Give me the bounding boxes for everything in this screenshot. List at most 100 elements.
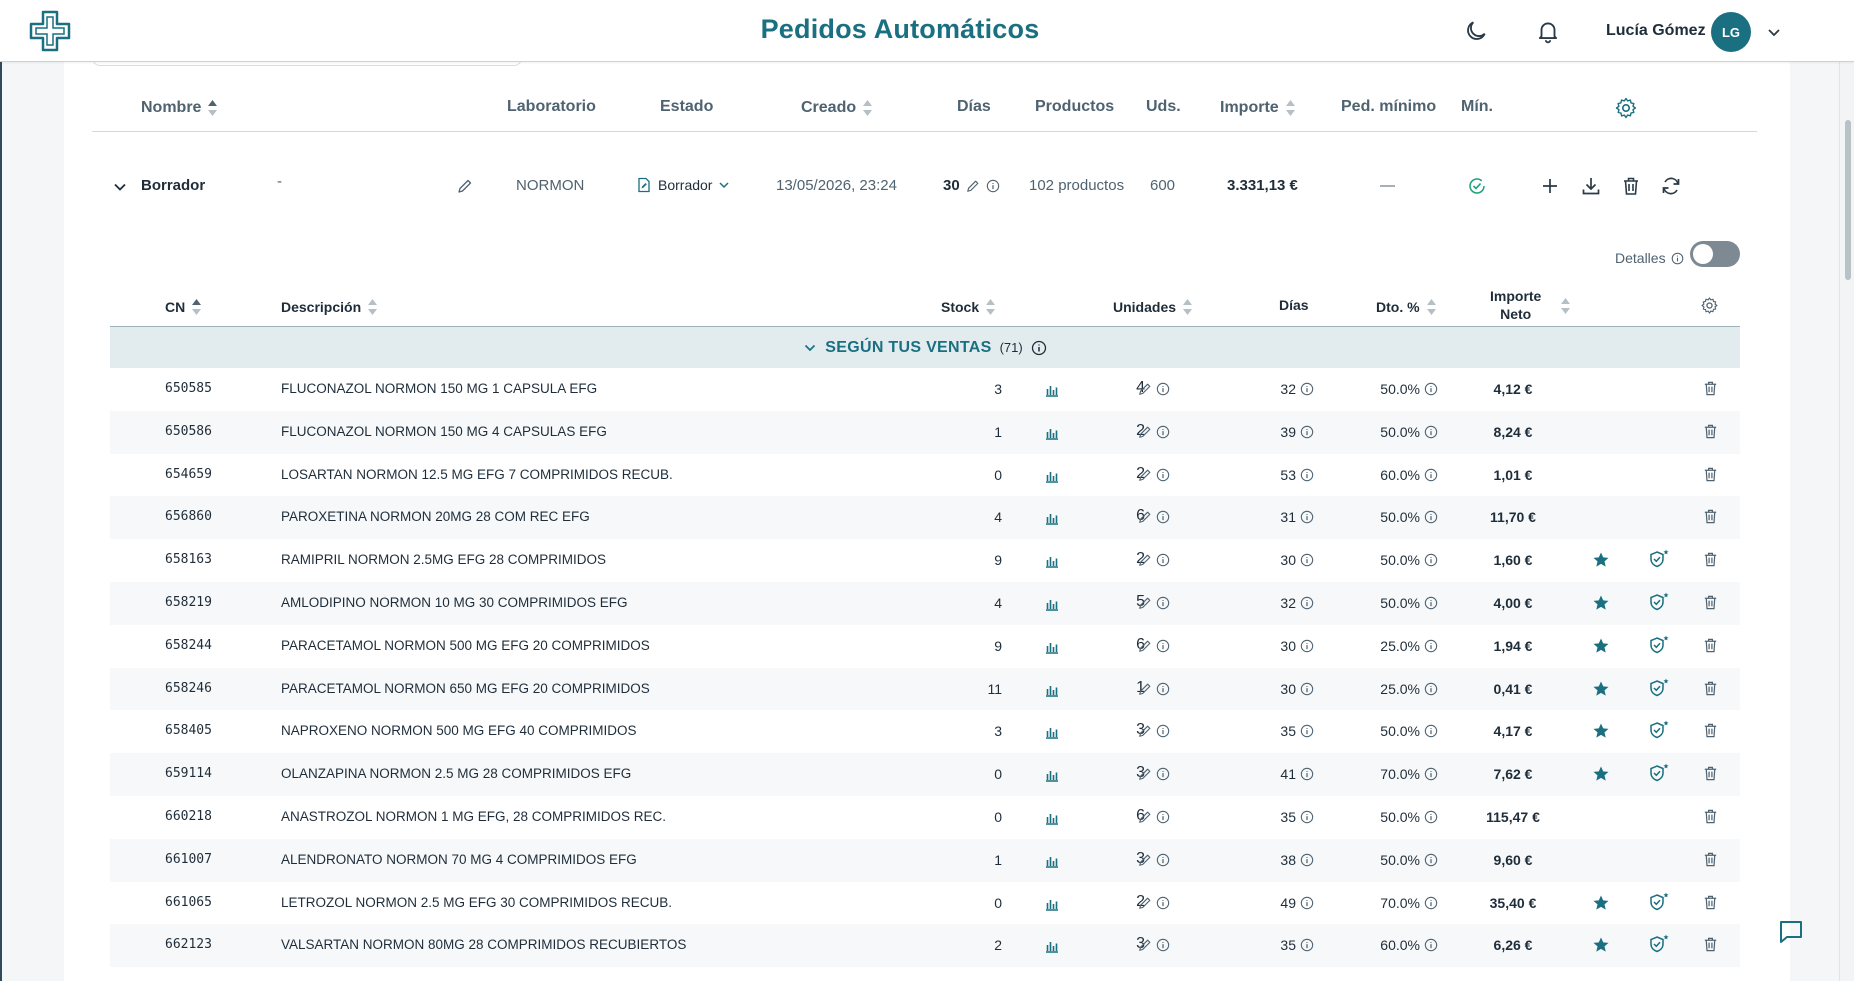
chevron-down-icon[interactable] [112,179,128,195]
table-row[interactable]: 660218 ANASTROZOL NORMON 1 MG EFG, 28 CO… [110,796,1740,839]
col-cn[interactable]: CN [165,297,202,317]
plus-icon[interactable] [1540,176,1560,196]
row-units[interactable]: 6 [1136,806,1145,824]
info-icon[interactable] [1156,425,1170,439]
shield-check-icon[interactable] [1648,762,1670,784]
info-icon[interactable] [1424,938,1438,952]
star-icon[interactable] [1592,722,1610,740]
pencil-icon[interactable] [1138,853,1152,867]
bar-chart-icon[interactable] [1044,682,1060,698]
refresh-icon[interactable] [1660,175,1682,197]
info-icon[interactable] [1424,853,1438,867]
info-icon[interactable] [1300,596,1314,610]
pencil-icon[interactable] [1138,810,1152,824]
table-row[interactable]: 658244 PARACETAMOL NORMON 500 MG EFG 20 … [110,625,1740,668]
moon-icon[interactable] [1463,18,1489,44]
star-icon[interactable] [1592,594,1610,612]
chevron-down-icon[interactable] [1766,24,1782,40]
pencil-icon[interactable] [1138,896,1152,910]
table-row[interactable]: 654659 LOSARTAN NORMON 12.5 MG EFG 7 COM… [110,454,1740,497]
sort-icon[interactable] [1560,296,1571,316]
col-importe-neto[interactable]: Importe Neto [1490,288,1542,322]
col-creado[interactable]: Creado [801,98,873,118]
trash-icon[interactable] [1702,680,1719,697]
pencil-icon[interactable] [1138,639,1152,653]
row-units[interactable]: 5 [1136,592,1145,610]
info-icon[interactable] [1424,724,1438,738]
info-icon[interactable] [1300,810,1314,824]
bell-icon[interactable] [1535,18,1561,44]
info-icon[interactable] [1424,767,1438,781]
star-icon[interactable] [1592,680,1610,698]
order-row[interactable]: Borrador - NORMON Borrador 13/05/2026, 2… [92,165,1757,209]
pencil-icon[interactable] [1138,382,1152,396]
shield-check-icon[interactable] [1648,719,1670,741]
info-icon[interactable] [1300,382,1314,396]
info-icon[interactable] [1300,853,1314,867]
bar-chart-icon[interactable] [1044,724,1060,740]
info-icon[interactable] [1671,252,1684,265]
info-icon[interactable] [1031,340,1047,356]
sort-icon[interactable] [367,297,378,317]
star-icon[interactable] [1592,765,1610,783]
info-icon[interactable] [1424,468,1438,482]
row-units[interactable]: 3 [1136,764,1145,782]
bar-chart-icon[interactable] [1044,382,1060,398]
trash-icon[interactable] [1702,894,1719,911]
bar-chart-icon[interactable] [1044,510,1060,526]
info-icon[interactable] [1424,553,1438,567]
trash-icon[interactable] [1702,423,1719,440]
table-row[interactable]: 661065 LETROZOL NORMON 2.5 MG EFG 30 COM… [110,882,1740,925]
pencil-icon[interactable] [1138,596,1152,610]
star-icon[interactable] [1592,936,1610,954]
pencil-icon[interactable] [1138,425,1152,439]
shield-check-icon[interactable] [1648,891,1670,913]
trash-icon[interactable] [1702,466,1719,483]
sort-icon[interactable] [191,297,202,317]
sort-icon[interactable] [207,98,218,118]
shield-check-icon[interactable] [1648,548,1670,570]
info-icon[interactable] [1300,553,1314,567]
pencil-icon[interactable] [1138,767,1152,781]
bar-chart-icon[interactable] [1044,938,1060,954]
info-icon[interactable] [1156,553,1170,567]
info-icon[interactable] [1156,596,1170,610]
sort-icon[interactable] [1182,297,1193,317]
trash-icon[interactable] [1702,637,1719,654]
info-icon[interactable] [1156,810,1170,824]
chevron-down-icon[interactable] [803,341,817,355]
trash-icon[interactable] [1702,765,1719,782]
info-icon[interactable] [1156,724,1170,738]
info-icon[interactable] [1300,724,1314,738]
download-icon[interactable] [1580,175,1602,197]
shield-check-icon[interactable] [1648,933,1670,955]
bar-chart-icon[interactable] [1044,425,1060,441]
info-icon[interactable] [1156,767,1170,781]
pencil-icon[interactable] [1138,938,1152,952]
info-icon[interactable] [1156,938,1170,952]
info-icon[interactable] [1156,896,1170,910]
info-icon[interactable] [1156,468,1170,482]
row-units[interactable]: 3 [1136,935,1145,953]
star-icon[interactable] [1592,551,1610,569]
info-icon[interactable] [986,179,1000,193]
row-units[interactable]: 2 [1136,550,1145,568]
info-icon[interactable] [1300,767,1314,781]
info-icon[interactable] [1424,425,1438,439]
table-row[interactable]: 658246 PARACETAMOL NORMON 650 MG EFG 20 … [110,667,1740,711]
pencil-icon[interactable] [457,178,473,194]
trash-icon[interactable] [1702,851,1719,868]
gear-icon[interactable] [1614,96,1638,120]
col-importe[interactable]: Importe [1220,98,1296,118]
table-row[interactable]: 656860 PAROXETINA NORMON 20MG 28 COM REC… [110,496,1740,540]
info-icon[interactable] [1300,938,1314,952]
info-icon[interactable] [1424,682,1438,696]
sort-icon[interactable] [862,98,873,118]
row-units[interactable]: 3 [1136,721,1145,739]
row-units[interactable]: 1 [1136,678,1145,696]
bar-chart-icon[interactable] [1044,596,1060,612]
chat-icon[interactable] [1777,918,1805,946]
trash-icon[interactable] [1702,551,1719,568]
status-dropdown[interactable]: Borrador [636,177,730,193]
trash-icon[interactable] [1702,722,1719,739]
